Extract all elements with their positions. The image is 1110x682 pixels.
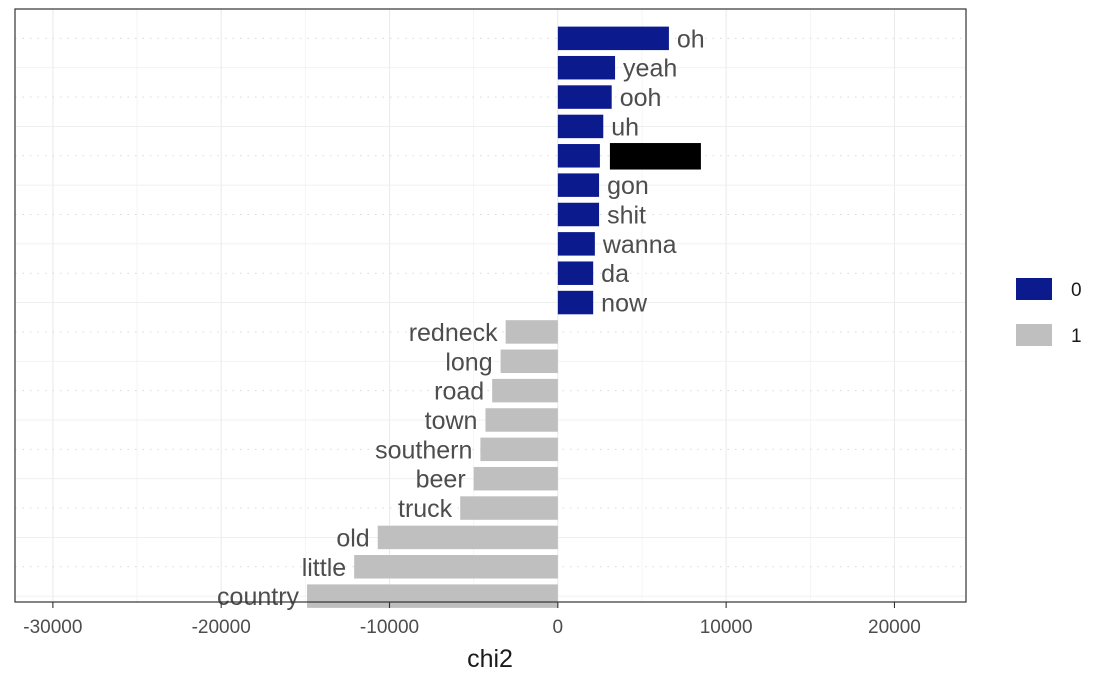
bar bbox=[460, 496, 558, 520]
bar-label: wanna bbox=[602, 231, 677, 259]
x-tick-label: -10000 bbox=[360, 617, 419, 638]
bar bbox=[354, 555, 558, 579]
bar bbox=[557, 202, 600, 227]
x-tick-label: -20000 bbox=[192, 617, 251, 638]
redaction-box bbox=[609, 143, 701, 170]
bar-label: redneck bbox=[409, 319, 498, 347]
bar bbox=[557, 144, 600, 168]
bar-label: old bbox=[336, 524, 369, 552]
x-tick-label: -30000 bbox=[23, 617, 82, 638]
bar bbox=[492, 378, 558, 403]
bar bbox=[505, 320, 558, 344]
bar-label: gon bbox=[607, 172, 649, 200]
bar-label: truck bbox=[398, 495, 453, 523]
bar-label: uh bbox=[611, 113, 639, 141]
x-axis-title: chi2 bbox=[467, 645, 513, 673]
bar bbox=[557, 290, 594, 315]
legend: 01 bbox=[1016, 278, 1082, 347]
legend-label: 1 bbox=[1071, 326, 1082, 347]
legend-swatch bbox=[1016, 324, 1052, 346]
bar bbox=[557, 85, 612, 109]
bar-label: country bbox=[217, 583, 299, 611]
legend-swatch bbox=[1016, 278, 1052, 300]
x-tick-label: 0 bbox=[553, 617, 564, 638]
x-axis: -30000 -20000 -10000 0 10000 20000 bbox=[23, 602, 921, 638]
bar bbox=[557, 261, 594, 285]
x-tick-label: 10000 bbox=[700, 617, 753, 638]
bar-label: oh bbox=[677, 25, 705, 53]
bar-label: ooh bbox=[620, 84, 662, 112]
bar bbox=[307, 584, 558, 608]
bar-label: town bbox=[425, 407, 478, 435]
bar bbox=[480, 437, 558, 462]
bar-label: now bbox=[601, 290, 648, 318]
bar-label: long bbox=[445, 348, 492, 376]
bar-label: southern bbox=[375, 436, 472, 464]
bar-label: shit bbox=[607, 201, 646, 229]
bar bbox=[377, 525, 558, 550]
legend-label: 0 bbox=[1071, 280, 1082, 301]
bar-label: da bbox=[601, 260, 629, 288]
bar bbox=[557, 114, 604, 139]
bar bbox=[485, 408, 558, 432]
bar-label: road bbox=[434, 378, 484, 406]
panel-border bbox=[14, 8, 967, 603]
bar bbox=[473, 466, 558, 491]
bar-label: yeah bbox=[623, 55, 677, 83]
bar-label: little bbox=[302, 554, 346, 582]
bar bbox=[557, 26, 669, 51]
bar bbox=[500, 349, 558, 374]
bar bbox=[557, 232, 595, 256]
x-tick-label: 20000 bbox=[868, 617, 921, 638]
bar bbox=[557, 55, 616, 80]
bar-label: beer bbox=[416, 466, 466, 494]
bar bbox=[557, 173, 600, 197]
